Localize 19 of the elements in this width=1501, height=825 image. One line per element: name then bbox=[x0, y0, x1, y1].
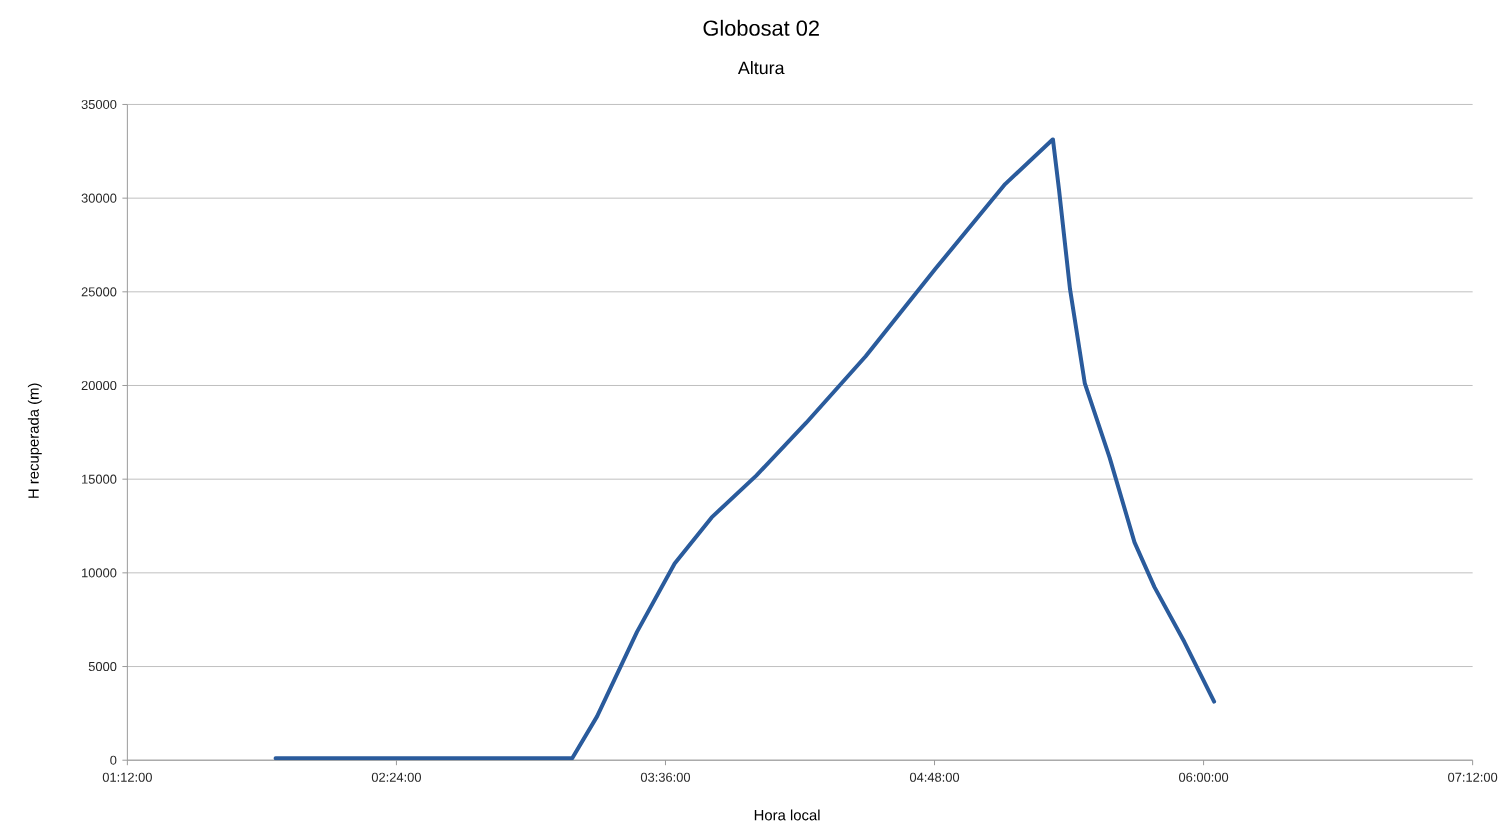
y-axis-title: H recuperada (m) bbox=[27, 383, 42, 498]
chart-subtitle: Altura bbox=[737, 61, 785, 75]
y-tick-label: 35000 bbox=[81, 99, 117, 110]
y-tick-label: 20000 bbox=[81, 380, 117, 391]
x-axis-title: Hora local bbox=[754, 809, 820, 821]
x-tick-label: 06:00:00 bbox=[1178, 772, 1229, 782]
y-tick-label: 5000 bbox=[88, 662, 117, 672]
x-tick-label: 04:48:00 bbox=[909, 772, 960, 782]
x-tick-label: 02:24:00 bbox=[371, 772, 421, 782]
y-tick-label: 0 bbox=[110, 755, 117, 765]
x-tick-label: 01:12:00 bbox=[102, 772, 152, 782]
y-tick-label: 25000 bbox=[81, 287, 117, 297]
line-series bbox=[273, 137, 1217, 761]
y-tick-label: 10000 bbox=[82, 568, 117, 578]
y-tick-label: 15000 bbox=[82, 474, 117, 484]
y-tick-label: 30000 bbox=[81, 193, 117, 203]
x-tick-label: 03:36:00 bbox=[640, 772, 691, 782]
chart-title: Globosat 02 bbox=[703, 19, 819, 36]
x-tick-label: 07:12:00 bbox=[1448, 772, 1498, 782]
